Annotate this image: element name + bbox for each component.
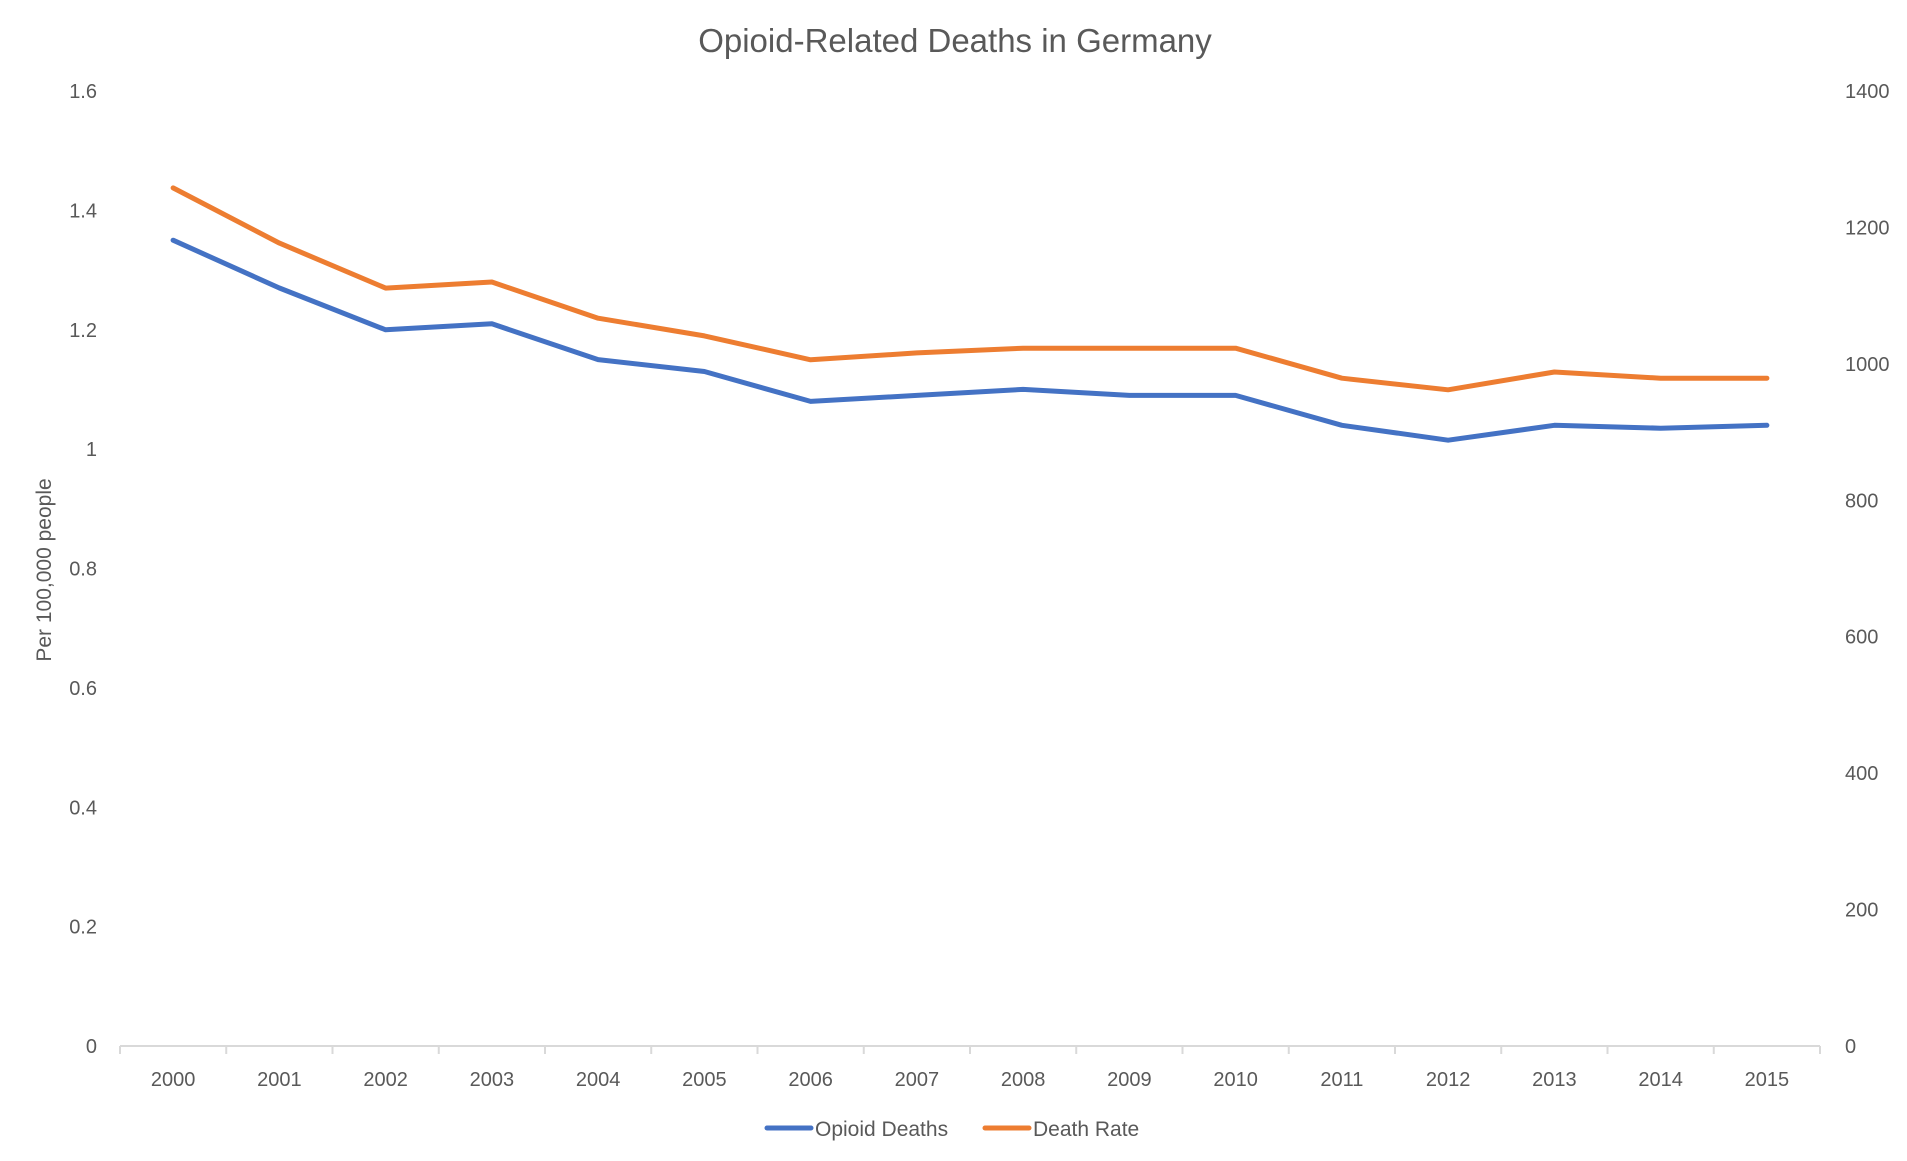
- data-point-death-rate: [1233, 346, 1238, 351]
- y2-tick-label: 800: [1845, 490, 1878, 512]
- y2-tick-label: 200: [1845, 900, 1878, 922]
- data-point-opioid-deaths: [1233, 393, 1238, 398]
- x-tick-label: 2007: [895, 1069, 940, 1091]
- data-point-death-rate: [171, 185, 176, 190]
- y-tick-label: 1.6: [69, 81, 97, 103]
- x-tick-label: 2003: [470, 1069, 515, 1091]
- y2-tick-label: 1000: [1845, 354, 1890, 376]
- x-axis: 2000 2001 2002 2003 2004 2005 2006 2007 2008 2009…: [119, 1045, 1821, 1091]
- y-tick-label: 0.6: [69, 678, 97, 700]
- data-point-death-rate: [383, 286, 388, 291]
- data-point-opioid-deaths: [1446, 438, 1451, 443]
- data-point-death-rate: [1021, 346, 1026, 351]
- legend-label-opioid-deaths: Opioid Deaths: [815, 1118, 948, 1141]
- data-point-opioid-deaths: [596, 357, 601, 362]
- data-point-death-rate: [702, 333, 707, 338]
- y2-tick-label: 600: [1845, 627, 1878, 649]
- data-point-opioid-deaths: [1339, 423, 1344, 428]
- y-axis-right: 0 200 400 600 800 1000 1200 1400: [1845, 81, 1890, 1058]
- y-tick-label: 0: [86, 1036, 97, 1058]
- y-tick-label: 1.2: [69, 320, 97, 342]
- x-tick-label: 2010: [1213, 1069, 1258, 1091]
- x-tick-label: 2015: [1745, 1069, 1790, 1091]
- x-tick-label: 2012: [1426, 1069, 1471, 1091]
- data-point-opioid-deaths: [1021, 387, 1026, 392]
- x-tick-label: 2009: [1107, 1069, 1152, 1091]
- data-point-opioid-deaths: [702, 369, 707, 374]
- data-point-death-rate: [1446, 387, 1451, 392]
- data-point-death-rate: [1339, 376, 1344, 381]
- x-tick-label: 2013: [1532, 1069, 1577, 1091]
- x-tick-label: 2014: [1638, 1069, 1683, 1091]
- data-point-opioid-deaths: [914, 393, 919, 398]
- x-tick-label: 2005: [682, 1069, 727, 1091]
- data-point-death-rate: [1658, 376, 1663, 381]
- data-point-death-rate: [489, 280, 494, 285]
- data-point-opioid-deaths: [1658, 426, 1663, 431]
- data-point-death-rate: [277, 241, 282, 246]
- data-point-opioid-deaths: [1764, 423, 1769, 428]
- chart-title: Opioid-Related Deaths in Germany: [698, 22, 1212, 59]
- y-axis-title: Per 100,000 people: [33, 478, 56, 661]
- x-tick-label: 2011: [1320, 1069, 1363, 1091]
- series-line-death-rate: [170, 185, 1770, 393]
- y2-tick-label: 1400: [1845, 81, 1890, 103]
- series-line-opioid-deaths: [170, 237, 1770, 443]
- data-point-death-rate: [808, 357, 813, 362]
- data-point-death-rate: [1552, 370, 1557, 375]
- y2-tick-label: 0: [1845, 1036, 1856, 1058]
- x-tick-label: 2000: [151, 1069, 196, 1091]
- data-point-opioid-deaths: [1552, 423, 1557, 428]
- data-point-death-rate: [1127, 346, 1132, 351]
- y-tick-label: 1: [86, 439, 97, 461]
- x-tick-label: 2004: [576, 1069, 621, 1091]
- y2-tick-label: 1200: [1845, 217, 1890, 239]
- data-point-death-rate: [1764, 376, 1769, 381]
- legend-label-death-rate: Death Rate: [1033, 1118, 1139, 1141]
- x-tick-label: 2008: [1001, 1069, 1046, 1091]
- legend: Opioid Deaths Death Rate: [764, 1118, 1139, 1141]
- data-point-opioid-deaths: [277, 285, 282, 290]
- y-tick-label: 0.8: [69, 559, 97, 581]
- y-tick-label: 0.4: [69, 797, 97, 819]
- data-point-opioid-deaths: [489, 321, 494, 326]
- data-point-death-rate: [914, 350, 919, 355]
- series-group: [170, 185, 1770, 443]
- x-tick-label: 2001: [257, 1069, 302, 1091]
- data-point-opioid-deaths: [808, 399, 813, 404]
- y2-tick-label: 400: [1845, 763, 1878, 785]
- data-point-opioid-deaths: [1127, 393, 1132, 398]
- x-tick-label: 2006: [788, 1069, 833, 1091]
- data-point-opioid-deaths: [171, 238, 176, 243]
- data-point-opioid-deaths: [383, 327, 388, 332]
- y-tick-label: 0.2: [69, 917, 97, 939]
- y-tick-label: 1.4: [69, 200, 97, 222]
- data-point-death-rate: [596, 316, 601, 321]
- y-axis-left: 0 0.2 0.4 0.6 0.8 1 1.2 1.4 1.6: [69, 81, 97, 1058]
- x-tick-label: 2002: [363, 1069, 408, 1091]
